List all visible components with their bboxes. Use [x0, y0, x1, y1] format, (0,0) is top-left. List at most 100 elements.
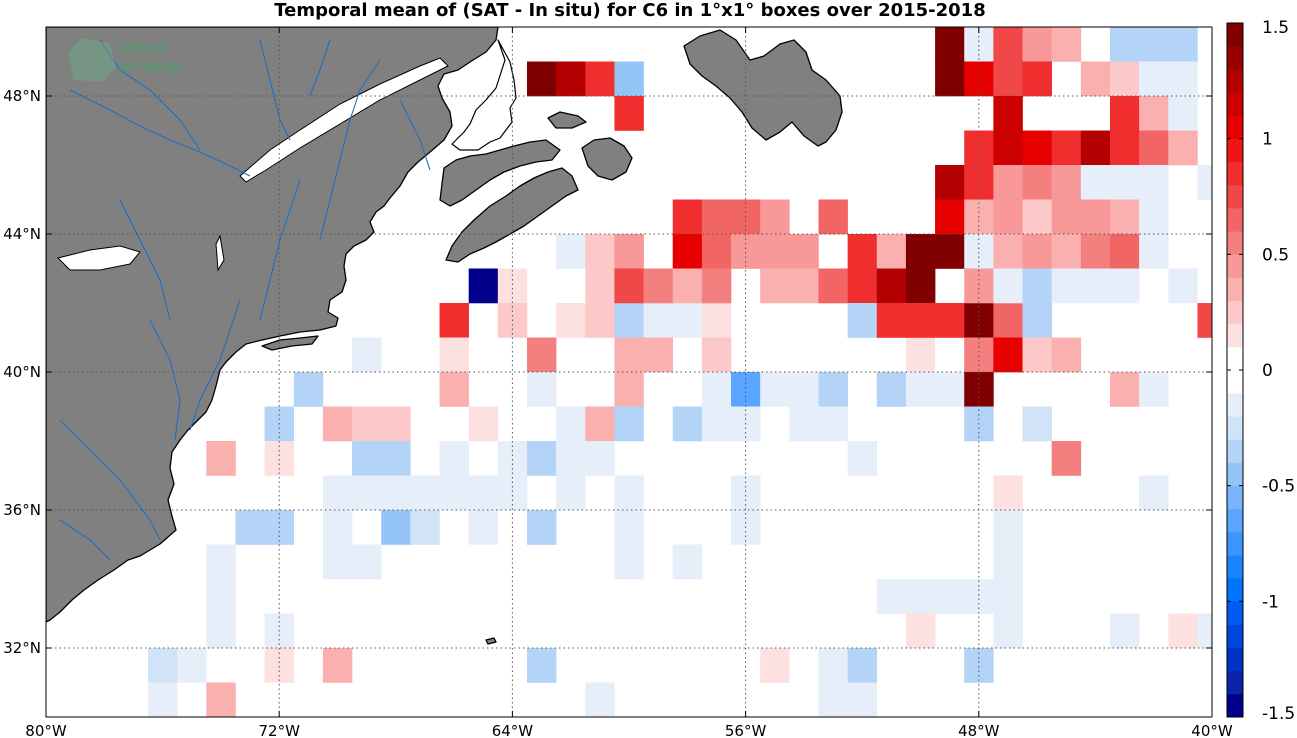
data-cell	[1168, 130, 1198, 166]
data-cell	[585, 682, 615, 717]
data-cell	[818, 372, 848, 407]
lat-tick-label: 36°N	[3, 501, 41, 519]
data-cell	[1022, 337, 1052, 373]
data-cell	[1168, 268, 1198, 304]
cape-breton-island	[581, 137, 633, 181]
rivers	[59, 39, 431, 561]
data-cell	[847, 303, 878, 338]
data-cell	[1080, 61, 1111, 97]
data-cell	[381, 441, 411, 476]
colorbar-segment	[1227, 300, 1243, 325]
data-cell	[935, 27, 965, 62]
data-cell	[1109, 199, 1140, 235]
data-cell	[585, 268, 615, 304]
lon-tick-label: 80°W	[25, 722, 67, 738]
data-cell	[760, 234, 790, 269]
data-cell	[352, 475, 382, 511]
data-cell	[935, 234, 965, 269]
data-cell	[1051, 268, 1082, 304]
data-cell	[701, 303, 732, 338]
data-cell	[847, 268, 878, 304]
data-cell	[1022, 130, 1052, 166]
data-cell	[701, 406, 732, 442]
data-cell	[1197, 303, 1212, 338]
colorbar-segment	[1227, 439, 1243, 463]
data-cell	[614, 372, 644, 407]
data-cell	[789, 372, 819, 407]
data-cell	[1139, 199, 1169, 235]
data-cell	[352, 544, 382, 580]
colorbar-segment	[1227, 161, 1243, 186]
data-cell	[585, 234, 615, 269]
colorbar-segment	[1227, 92, 1243, 116]
colorbar-tick-label: -1	[1262, 592, 1279, 612]
data-cell	[1168, 96, 1198, 131]
data-cell	[1168, 61, 1198, 97]
data-cell	[760, 199, 790, 235]
colorbar-tick-label: 1	[1262, 130, 1273, 150]
data-cell	[585, 61, 615, 97]
data-cell	[614, 510, 644, 545]
data-cell	[1139, 61, 1169, 97]
data-cell	[526, 372, 557, 407]
data-cell	[935, 372, 965, 407]
long-island	[261, 335, 319, 351]
newfoundland	[683, 29, 843, 147]
data-cell	[1139, 475, 1169, 511]
data-cell	[1080, 165, 1111, 200]
data-cell	[614, 96, 644, 131]
data-cell	[439, 372, 469, 407]
colorbar-tick-label: -0.5	[1262, 477, 1295, 497]
river	[309, 39, 331, 97]
data-cell	[993, 337, 1023, 373]
river	[399, 99, 431, 171]
data-cell	[526, 441, 557, 476]
colorbar-segment	[1227, 23, 1243, 47]
data-cell	[322, 510, 353, 545]
data-cell	[556, 234, 586, 269]
colorbar-segment	[1227, 277, 1243, 301]
data-cell	[847, 682, 878, 717]
colorbar-tick-label: 1.5	[1262, 18, 1289, 38]
map-axes: 80°W 72°W 64°W 56°W 48°W 40°W 32°N 36°N 40°N 44°N…	[3, 27, 1233, 738]
river	[59, 419, 161, 541]
data-cell	[322, 544, 353, 580]
data-cell	[672, 199, 703, 235]
data-cell	[993, 199, 1023, 235]
data-cell	[935, 303, 965, 338]
data-cell	[1022, 27, 1052, 62]
colorbar-tick-label: -1.5	[1262, 704, 1295, 724]
data-cell	[1109, 234, 1140, 269]
data-cell	[1080, 130, 1111, 166]
land-masses	[46, 27, 843, 645]
data-cell	[818, 682, 848, 717]
data-cells	[148, 27, 1212, 717]
data-cell	[614, 303, 644, 338]
data-cell	[1109, 372, 1140, 407]
river	[259, 39, 291, 141]
logo-icon	[68, 38, 116, 82]
data-cell	[701, 337, 732, 373]
colorbar-segment	[1227, 370, 1243, 394]
colorbar-segment	[1227, 323, 1243, 348]
gulf-of-st-lawrence-water	[451, 39, 517, 151]
map-title: Temporal mean of (SAT - In situ) for C6 …	[274, 0, 985, 21]
data-cell	[468, 475, 499, 511]
data-cell	[468, 406, 499, 442]
data-cell	[1168, 27, 1198, 62]
data-cell	[148, 648, 178, 683]
colorbar-segment	[1227, 208, 1243, 232]
data-cell	[847, 441, 878, 476]
data-cell	[993, 475, 1023, 511]
colorbar-segment	[1227, 393, 1243, 417]
colorbar-segment	[1227, 346, 1243, 371]
data-cell	[585, 441, 615, 476]
data-cell	[526, 61, 557, 97]
data-cell	[993, 303, 1023, 338]
data-cell	[701, 372, 732, 407]
nova-scotia	[445, 167, 579, 263]
data-cell	[614, 406, 644, 442]
river	[119, 199, 171, 321]
lake-champlain	[215, 234, 225, 272]
